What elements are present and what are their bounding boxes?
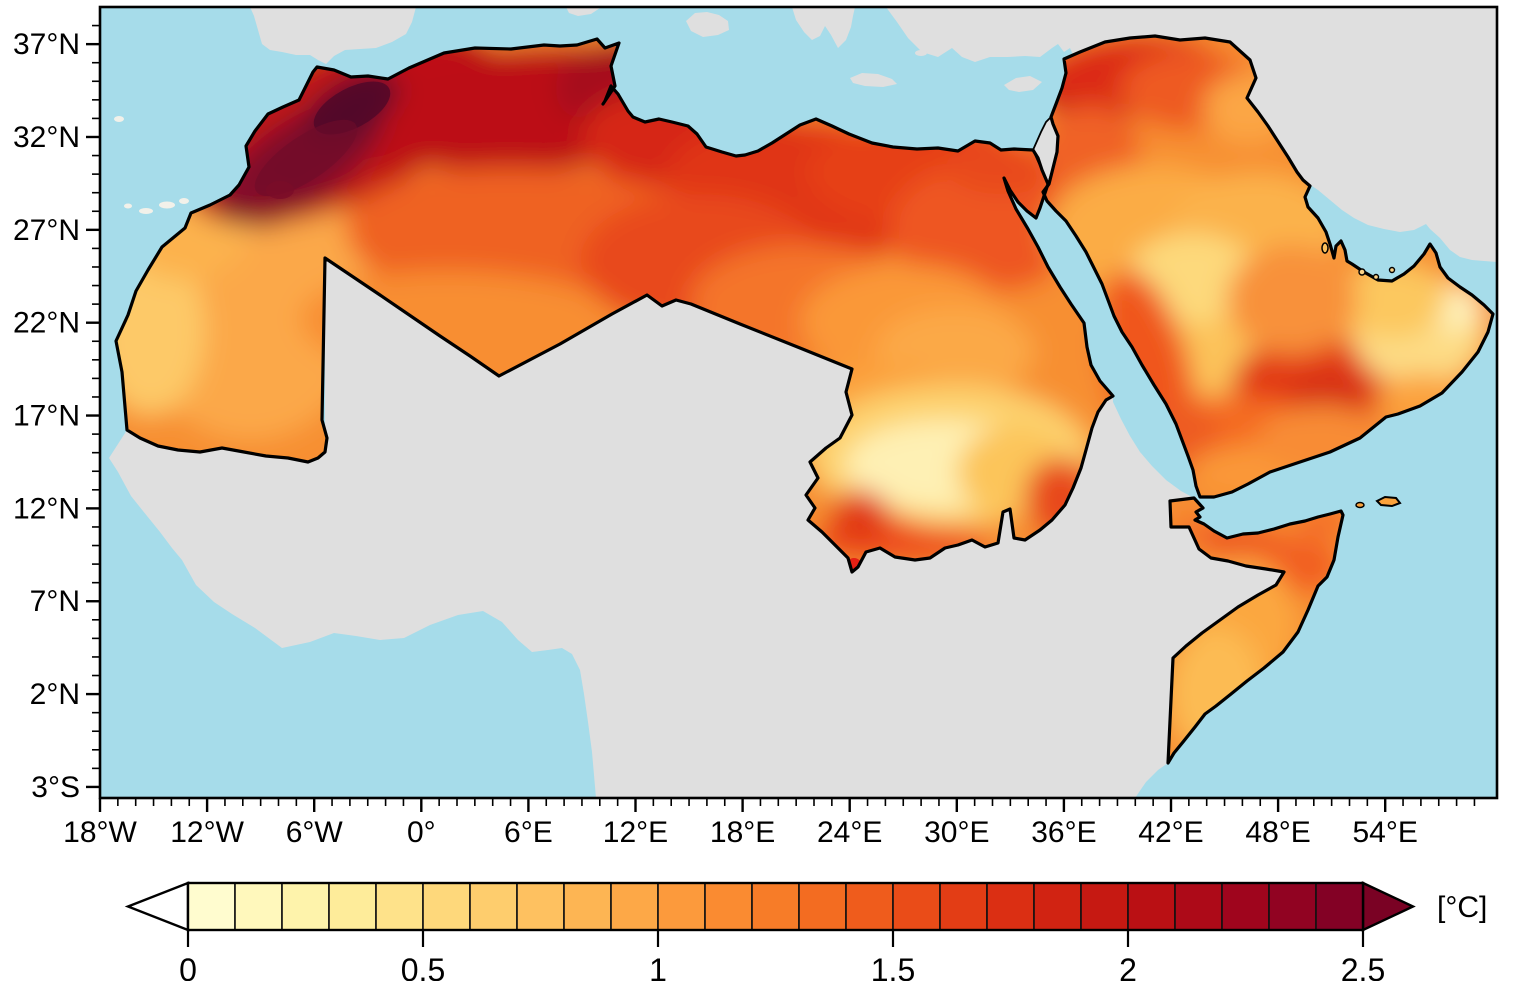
land-iberia [250,7,416,64]
colorbar-cell [187,882,236,931]
lon-tick-label: 6°W [286,816,344,849]
lon-tick-label: 18°E [710,816,775,849]
lon-tick-label: 12°E [603,816,668,849]
lon-tick-label: 36°E [1031,816,1096,849]
colorbar-cell [892,882,941,931]
colorbar-cell [704,882,753,931]
colorbar-cell [986,882,1035,931]
colorbar-tick-label: 2.5 [1341,952,1385,981]
lat-tick-label: 7°N [30,585,80,618]
colorbar-cell [1315,882,1364,931]
island-crete [850,73,897,87]
colorbar-cell [657,882,706,931]
colorbar-cell [1080,882,1129,931]
lat-tick-label: 37°N [13,28,80,61]
plot-frame [98,5,1499,800]
colorbar-cell [1033,882,1082,931]
lat-tick-label: 12°N [13,492,80,525]
colorbar-cell [563,882,612,931]
colorbar-cell [1174,882,1223,931]
colorbar-tick-label: 0 [179,952,197,981]
lon-tick-label: 54°E [1353,816,1418,849]
lat-tick-label: 3°S [31,771,80,804]
island-sicily [686,12,729,37]
lon-tick-label: 18°W [63,816,137,849]
latitude-axis: 37°N 32°N 27°N 22°N 17°N 12°N 7°N 2°N 3°S [13,24,100,804]
gulf-islet [1372,273,1380,281]
gulf-islet [1388,266,1396,274]
colorbar-tick-label: 1.5 [871,952,915,981]
island-canary [159,201,175,209]
colorbar-ticks: 0 0.5 1 1.5 2 2.5 [179,930,1385,981]
lat-tick-label: 17°N [13,400,80,433]
colorbar-cell [1268,882,1317,931]
lon-tick-label: 30°E [924,816,989,849]
outline-arabia-levant [1041,34,1495,499]
colorbar: 0 0.5 1 1.5 2 2.5 [°C] [124,881,1487,981]
colorbar-cell [328,882,377,931]
island-rhodes [915,50,927,56]
outline-somalia-djibouti [1166,496,1345,765]
colorbar-cell [1221,882,1270,931]
colorbar-cell [422,882,471,931]
island-socotra-islet [1355,501,1365,509]
colorbar-cell [234,882,283,931]
land-greece [792,7,855,48]
lon-tick-label: 48°E [1245,816,1310,849]
island-canary [124,203,132,209]
colorbar-under-arrow [124,881,190,932]
outline-north-africa-sudan [114,37,1115,574]
island-madeira [114,116,124,122]
colorbar-tick-label: 1 [649,952,667,981]
lon-tick-label: 6°E [504,816,553,849]
colorbar-cells [187,882,1364,931]
colorbar-cell [845,882,894,931]
lon-tick-label: 24°E [817,816,882,849]
island-cyprus [1004,76,1042,92]
colorbar-cell [798,882,847,931]
lat-tick-label: 27°N [13,214,80,247]
colorbar-tick-label: 0.5 [401,952,445,981]
lat-tick-label: 22°N [13,307,80,340]
colorbar-border [186,881,1365,932]
colorbar-tick-label: 2 [1119,952,1137,981]
lat-tick-label: 32°N [13,121,80,154]
lon-tick-label: 42°E [1138,816,1203,849]
colorbar-cell [939,882,988,931]
colorbar-cell [516,882,565,931]
lon-tick-label: 12°W [170,816,244,849]
colorbar-cell [469,882,518,931]
island-canary [139,208,153,214]
colorbar-cell [281,882,330,931]
small-islands [114,116,1402,509]
land-turkey-iran [886,7,1497,262]
lat-tick-label: 2°N [30,678,80,711]
island-bahrain [1321,242,1329,254]
lon-tick-label: 0° [407,816,436,849]
colorbar-over-arrow [1361,881,1416,932]
island-canary [179,198,189,204]
colorbar-cell [610,882,659,931]
colorbar-cell [1127,882,1176,931]
colorbar-cell [375,882,424,931]
longitude-axis: 18°W 12°W 6°W 0° 6°E 12°E 18°E 24°E 30°E 36°E 42°E… [63,798,1476,849]
gulf-islet [1358,268,1366,276]
colorbar-unit-label: [°C] [1437,891,1487,924]
island-sardinia [566,7,600,16]
island-socotra [1375,495,1402,508]
arab-region-outlines [114,34,1495,765]
colorbar-cell [751,882,800,931]
